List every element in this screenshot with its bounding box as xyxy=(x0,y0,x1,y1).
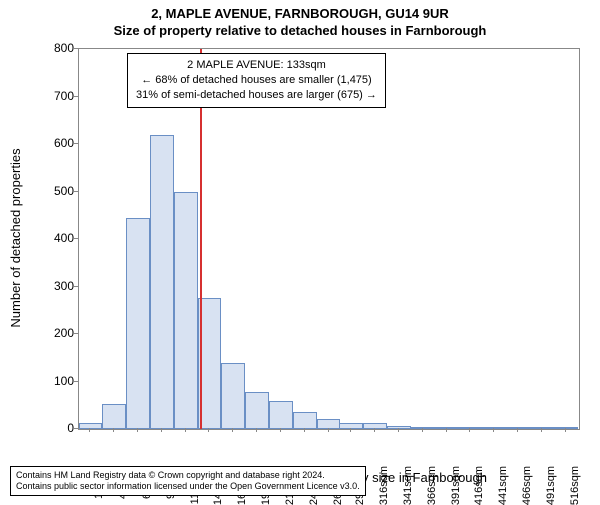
x-tick-mark xyxy=(304,428,305,432)
y-tick-label: 300 xyxy=(54,279,74,293)
y-axis-label: Number of detached properties xyxy=(8,148,23,327)
y-tick-mark xyxy=(74,238,78,239)
x-tick-label: 416sqm xyxy=(473,466,485,505)
histogram-bar xyxy=(245,392,269,429)
x-tick-label: 466sqm xyxy=(521,466,533,505)
plot-area: 2 MAPLE AVENUE: 133sqm← 68% of detached … xyxy=(78,48,580,430)
chart-title-line2: Size of property relative to detached ho… xyxy=(0,21,600,38)
x-tick-mark xyxy=(541,428,542,432)
y-tick-label: 200 xyxy=(54,326,74,340)
y-tick-label: 600 xyxy=(54,136,74,150)
annotation-line: 2 MAPLE AVENUE: 133sqm xyxy=(136,58,377,73)
annotation-box: 2 MAPLE AVENUE: 133sqm← 68% of detached … xyxy=(127,53,386,108)
histogram-bar xyxy=(174,192,198,430)
histogram-bar xyxy=(221,363,245,429)
x-tick-label: 341sqm xyxy=(402,466,414,505)
histogram-bar xyxy=(269,401,293,430)
x-tick-mark xyxy=(422,428,423,432)
x-tick-mark xyxy=(374,428,375,432)
x-tick-mark xyxy=(137,428,138,432)
chart-container: 2, MAPLE AVENUE, FARNBOROUGH, GU14 9UR S… xyxy=(0,0,600,500)
y-tick-mark xyxy=(74,333,78,334)
x-tick-mark xyxy=(493,428,494,432)
x-tick-label: 316sqm xyxy=(378,466,390,505)
histogram-bar xyxy=(102,404,126,429)
annotation-line: 31% of semi-detached houses are larger (… xyxy=(136,88,377,103)
x-tick-mark xyxy=(398,428,399,432)
y-tick-mark xyxy=(74,428,78,429)
y-tick-mark xyxy=(74,381,78,382)
y-tick-label: 100 xyxy=(54,374,74,388)
x-tick-mark xyxy=(185,428,186,432)
y-tick-label: 500 xyxy=(54,184,74,198)
y-tick-mark xyxy=(74,96,78,97)
x-tick-mark xyxy=(232,428,233,432)
copyright-line2: Contains public sector information licen… xyxy=(16,481,360,492)
y-tick-mark xyxy=(74,191,78,192)
x-tick-label: 516sqm xyxy=(569,466,581,505)
y-tick-mark xyxy=(74,286,78,287)
x-tick-label: 391sqm xyxy=(450,466,462,505)
y-tick-label: 700 xyxy=(54,89,74,103)
x-tick-mark xyxy=(113,428,114,432)
copyright-box: Contains HM Land Registry data © Crown c… xyxy=(10,466,366,497)
annotation-line: ← 68% of detached houses are smaller (1,… xyxy=(136,73,377,88)
histogram-bar xyxy=(126,218,150,429)
x-tick-mark xyxy=(565,428,566,432)
x-tick-mark xyxy=(89,428,90,432)
y-tick-mark xyxy=(74,48,78,49)
x-tick-mark xyxy=(208,428,209,432)
x-tick-mark xyxy=(328,428,329,432)
y-tick-label: 0 xyxy=(67,421,74,435)
x-tick-mark xyxy=(517,428,518,432)
x-tick-mark xyxy=(161,428,162,432)
x-tick-mark xyxy=(446,428,447,432)
histogram-bar xyxy=(293,412,317,429)
x-tick-mark xyxy=(350,428,351,432)
histogram-bar xyxy=(79,423,103,429)
x-tick-label: 366sqm xyxy=(426,466,438,505)
x-tick-mark xyxy=(280,428,281,432)
chart-title-line1: 2, MAPLE AVENUE, FARNBOROUGH, GU14 9UR xyxy=(0,0,600,21)
x-tick-label: 491sqm xyxy=(545,466,557,505)
histogram-bar xyxy=(150,135,174,430)
y-tick-label: 400 xyxy=(54,231,74,245)
x-tick-label: 441sqm xyxy=(497,466,509,505)
copyright-line1: Contains HM Land Registry data © Crown c… xyxy=(16,470,360,481)
x-tick-mark xyxy=(256,428,257,432)
y-tick-label: 800 xyxy=(54,41,74,55)
y-tick-mark xyxy=(74,143,78,144)
x-tick-mark xyxy=(469,428,470,432)
